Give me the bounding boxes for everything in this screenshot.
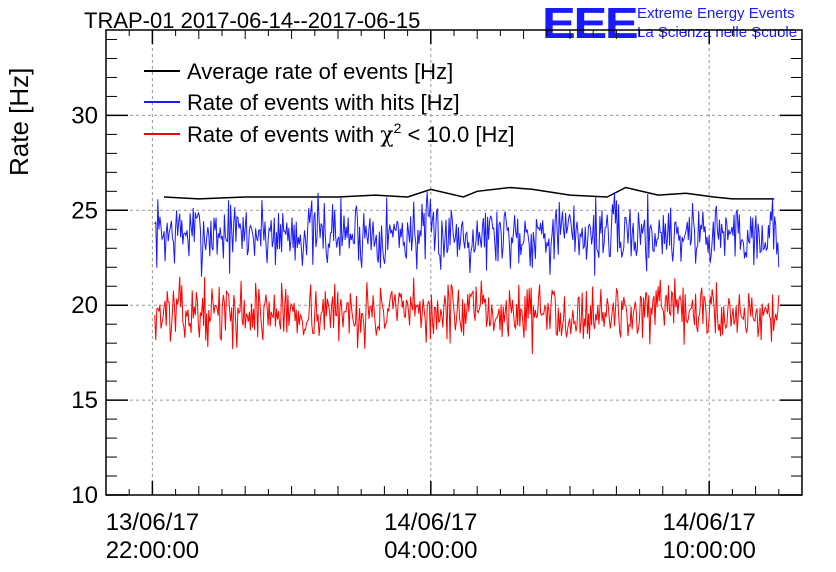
logo-caption: Extreme Energy Events La Scienza nelle S… xyxy=(637,4,797,42)
legend-chi2-symbol: χ xyxy=(380,123,393,148)
page-title: TRAP-01 2017-06-14--2017-06-15 xyxy=(84,8,421,33)
series-line-average-rate xyxy=(163,186,775,200)
y-tick-label: 30 xyxy=(71,102,98,129)
legend-label-average: Average rate of events [Hz] xyxy=(187,59,453,84)
legend-chi2-prefix: Rate of events with xyxy=(187,122,380,147)
legend-chi2-superscript: 2 xyxy=(394,120,402,136)
series-layer xyxy=(154,186,780,355)
axes: 101520253013/06/1722:00:0014/06/1704:00:… xyxy=(71,30,802,564)
x-tick-time: 22:00:00 xyxy=(106,537,199,564)
y-tick-label: 25 xyxy=(71,197,98,224)
legend-label-hits: Rate of events with hits [Hz] xyxy=(187,90,460,115)
x-tick-time: 10:00:00 xyxy=(662,537,755,564)
y-tick-label: 15 xyxy=(71,387,98,414)
x-tick-date: 14/06/17 xyxy=(384,509,477,536)
y-tick-label: 20 xyxy=(71,292,98,319)
x-tick-date: 13/06/17 xyxy=(106,509,199,536)
legend: Average rate of events [Hz] Rate of even… xyxy=(144,59,514,148)
x-tick-date: 14/06/17 xyxy=(662,509,755,536)
logo-caption-line1: Extreme Energy Events xyxy=(637,5,795,22)
series-line-chi2-rate xyxy=(154,276,780,355)
y-tick-label: 10 xyxy=(71,482,98,509)
x-tick-time: 04:00:00 xyxy=(384,537,477,564)
eee-logo: EEE xyxy=(542,0,639,48)
legend-label-chi2: Rate of events with χ2 < 10.0 [Hz] xyxy=(187,120,514,148)
logo-caption-line2: La Scienza nelle Scuole xyxy=(637,24,798,41)
legend-chi2-suffix: < 10.0 [Hz] xyxy=(401,122,514,147)
series-line-hits-rate xyxy=(154,191,780,277)
